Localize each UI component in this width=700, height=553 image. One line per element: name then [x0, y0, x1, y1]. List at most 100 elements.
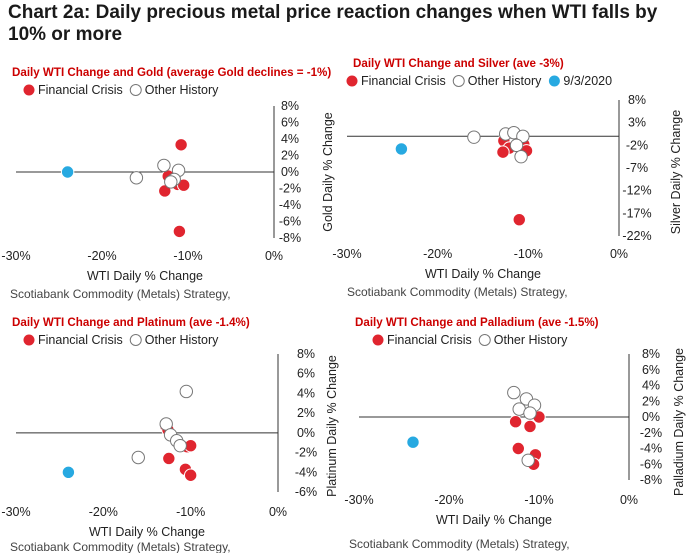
page-title: Chart 2a: Daily precious metal price rea… — [8, 2, 658, 45]
data-point — [508, 415, 523, 429]
x-tick-label: -10% — [173, 249, 202, 263]
x-tick-label: -20% — [423, 247, 452, 261]
data-point — [60, 165, 75, 179]
legend-marker — [452, 75, 465, 87]
x-tick-label: -30% — [1, 505, 30, 519]
y-tick-label: 6% — [281, 116, 299, 130]
legend-marker — [129, 334, 142, 346]
y-tick-label: 4% — [642, 379, 660, 393]
y-tick-label: -6% — [295, 485, 317, 499]
x-tick-label: -10% — [176, 505, 205, 519]
x-tick-label: -10% — [524, 493, 553, 507]
y-axis-label: Silver Daily % Change — [669, 110, 683, 234]
y-tick-label: 0% — [297, 426, 315, 440]
x-tick-label: -20% — [89, 505, 118, 519]
x-tick-label: -30% — [344, 493, 373, 507]
x-tick-label: 0% — [620, 493, 638, 507]
data-point — [507, 385, 521, 400]
y-tick-label: 4% — [297, 386, 315, 400]
data-point — [172, 224, 187, 239]
data-point — [394, 142, 409, 156]
x-axis-label: WTI Daily % Change — [436, 513, 552, 527]
palladium-chart-panel: Daily WTI Change and Palladium (ave -1.5… — [343, 306, 700, 553]
chart-title: Daily WTI Change and Silver (ave -3%) — [353, 57, 564, 70]
y-tick-label: -2% — [295, 446, 317, 460]
legend-label: Other History — [468, 74, 542, 88]
source-note: Scotiabank Commodity (Metals) Strategy, — [349, 537, 570, 551]
y-tick-label: -12% — [622, 184, 651, 198]
y-tick-label: 4% — [281, 132, 299, 146]
legend-label: Other History — [494, 333, 568, 347]
y-axis-label: Gold Daily % Change — [321, 112, 335, 232]
data-point — [511, 441, 526, 456]
y-tick-label: -4% — [295, 465, 317, 479]
legend-marker — [23, 84, 35, 96]
x-tick-label: -10% — [514, 247, 543, 261]
y-tick-label: 8% — [281, 99, 299, 113]
legend-marker — [478, 334, 491, 346]
data-point — [61, 465, 76, 479]
y-tick-label: 6% — [642, 363, 660, 377]
legend-marker — [23, 334, 35, 346]
data-point — [164, 175, 178, 189]
x-tick-label: -30% — [1, 249, 30, 263]
data-point — [131, 450, 145, 465]
legend-label: Financial Crisis — [387, 333, 472, 347]
data-point — [129, 171, 144, 185]
data-point — [179, 384, 194, 399]
x-tick-label: -30% — [332, 247, 361, 261]
y-tick-label: 2% — [297, 406, 315, 420]
y-tick-label: -4% — [279, 198, 301, 212]
y-tick-label: 3% — [628, 116, 646, 130]
y-tick-label: 0% — [281, 165, 299, 179]
data-point — [512, 212, 526, 227]
data-point — [523, 406, 537, 420]
legend-label: 9/3/2020 — [563, 74, 612, 88]
y-tick-label: -8% — [279, 231, 301, 245]
y-tick-label: -7% — [626, 161, 648, 175]
y-tick-label: 8% — [297, 347, 315, 361]
legend-marker — [346, 75, 358, 87]
chart-0-svg: Daily WTI Change and Gold (average Gold … — [1, 66, 335, 301]
legend-label: Financial Crisis — [38, 83, 123, 97]
chart-1-svg: Daily WTI Change and Silver (ave -3%) Fin… — [332, 57, 683, 299]
y-tick-label: 0% — [642, 410, 660, 424]
data-point — [496, 145, 510, 159]
x-tick-label: 0% — [269, 505, 287, 519]
x-tick-label: -20% — [434, 493, 463, 507]
chart-2-svg: Daily WTI Change and Platinum (ave -1.4%… — [1, 316, 339, 553]
y-axis-label: Palladium Daily % Change — [672, 348, 686, 496]
chart-title: Daily WTI Change and Platinum (ave -1.4%… — [12, 316, 250, 329]
data-point — [162, 451, 176, 466]
y-tick-label: 2% — [281, 149, 299, 163]
legend-label: Financial Crisis — [38, 333, 123, 347]
y-tick-label: -6% — [640, 457, 662, 471]
legend-marker — [129, 84, 142, 96]
y-tick-label: -2% — [640, 426, 662, 440]
y-tick-label: 8% — [628, 93, 646, 107]
data-point — [521, 453, 535, 468]
legend-label: Other History — [145, 333, 219, 347]
x-tick-label: 0% — [265, 249, 283, 263]
chart-3-svg: Daily WTI Change and Palladium (ave -1.5… — [344, 316, 686, 551]
y-tick-label: -6% — [279, 215, 301, 229]
y-tick-label: 6% — [297, 367, 315, 381]
y-tick-label: -8% — [640, 473, 662, 487]
source-note: Scotiabank Commodity (Metals) Strategy, — [10, 540, 231, 553]
data-point — [467, 130, 481, 144]
legend-marker — [372, 334, 384, 346]
x-axis-label: WTI Daily % Change — [425, 267, 541, 281]
data-point — [516, 129, 530, 143]
y-axis-label: Platinum Daily % Change — [325, 355, 339, 497]
y-tick-label: -4% — [640, 442, 662, 456]
silver-chart-panel: Daily WTI Change and Silver (ave -3%) Fin… — [332, 56, 700, 304]
platinum-chart-panel: Daily WTI Change and Platinum (ave -1.4%… — [1, 306, 342, 553]
legend-label: Financial Crisis — [361, 74, 446, 88]
legend-marker — [548, 75, 560, 87]
y-tick-label: -22% — [622, 229, 651, 243]
data-point — [174, 138, 188, 152]
x-tick-label: -20% — [87, 249, 116, 263]
y-tick-label: 8% — [642, 347, 660, 361]
data-point — [514, 149, 528, 164]
data-point — [173, 438, 187, 453]
